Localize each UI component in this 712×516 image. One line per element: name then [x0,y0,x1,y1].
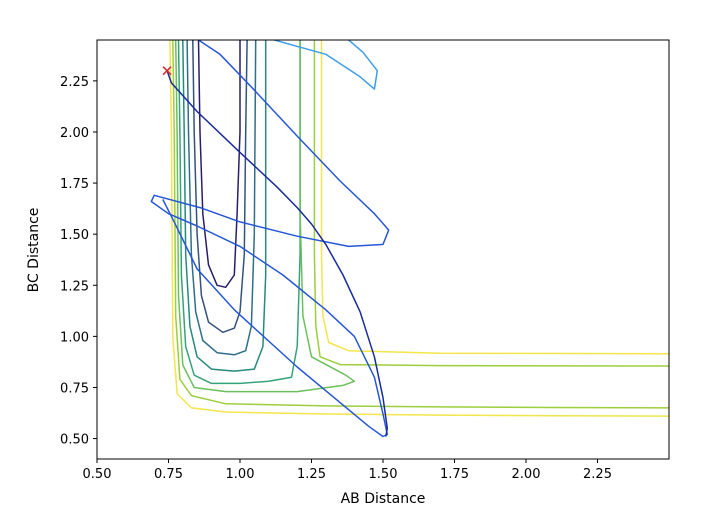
x-tick-label: 0.75 [154,467,183,482]
y-tick-label: 1.75 [60,177,89,192]
plot-area [97,40,669,459]
y-tick-label: 0.75 [60,381,89,396]
y-tick-label: 1.00 [60,330,89,345]
x-tick-label: 2.25 [583,467,612,482]
markers [162,66,172,76]
contour-line-2 [192,40,248,334]
contour-line-8 [313,40,669,367]
x-tick-label: 0.50 [83,467,112,482]
contour-line-12 [150,40,390,438]
y-tick-label: 1.25 [60,279,89,294]
contour-line-4 [182,40,267,372]
contour-line-9 [169,40,669,417]
x-axis-label: AB Distance [341,491,426,507]
y-tick-label: 0.50 [60,433,89,448]
y-axis-label: BC Distance [26,208,42,293]
contour-line-11 [274,40,379,90]
y-tick-label: 2.00 [60,126,89,141]
contour-line-6 [174,40,356,393]
contour-line-3 [186,40,257,356]
x-tick-label: 1.00 [226,467,255,482]
x-marker-1 [162,66,172,76]
x-tick-label: 1.25 [297,467,326,482]
x-tick-label: 1.75 [440,467,469,482]
x-tick-label: 1.50 [369,467,398,482]
y-tick-label: 2.25 [60,75,89,90]
contour-line-5 [177,40,301,385]
y-axis-ticks: 0.50 0.75 1.00 1.25 1.50 1.75 2.00 2.25 [60,75,97,448]
contour-line-13 [166,70,389,437]
contour-lines [150,40,669,438]
contour-line-1 [197,40,241,289]
x-tick-label: 2.00 [512,467,541,482]
x-axis-ticks: 0.50 0.75 1.00 1.25 1.50 1.75 2.00 2.25 [83,459,612,482]
contour-line-10 [320,40,669,355]
y-tick-label: 1.50 [60,228,89,243]
